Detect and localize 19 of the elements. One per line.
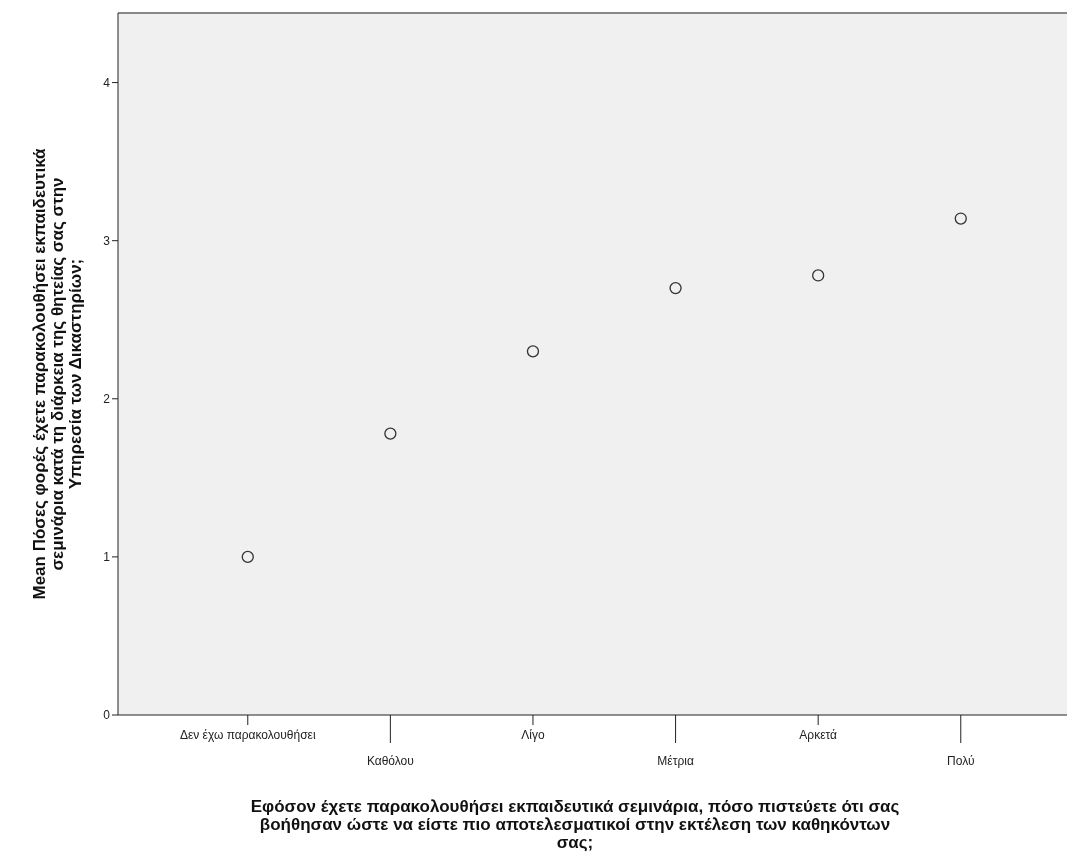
x-tick-label: Δεν έχω παρακολουθήσει <box>179 728 316 743</box>
y-tick-label: 2 <box>103 391 111 406</box>
x-axis-title: Εφόσον έχετε παρακολουθήσει εκπαιδευτικά σεμινάρια, πόσο πιστεύετε ότι σας βοήθησαν ώστε να είστε πιο αποτελεσματικοί στην εκτέλεση των καθηκόντων σας; <box>250 797 900 852</box>
point <box>812 269 825 282</box>
y-tick-label: 0 <box>103 708 111 723</box>
x-tick-label: Αρκετά <box>799 728 838 743</box>
y-tick-label: 1 <box>103 550 111 565</box>
point <box>954 212 967 225</box>
x-tick-label: Καθόλου <box>366 754 414 769</box>
x-tick-label: Μέτρια <box>657 754 694 769</box>
x-tick-label: Πολύ <box>947 754 975 769</box>
point <box>384 427 397 440</box>
x-tick-label: Λίγο <box>521 728 545 743</box>
point <box>526 345 540 358</box>
y-axis-title: Mean Πόσες φορές έχετε παρακολουθήσει εκπαιδευτικά σεμινάρια κατά τη διάρκεια της θητείας σας στην Υπηρεσία των Δικαστηρίων; <box>30 147 85 600</box>
point <box>669 281 682 295</box>
y-tick-label: 4 <box>103 75 111 90</box>
y-tick-label: 3 <box>103 233 111 248</box>
point <box>241 550 254 564</box>
